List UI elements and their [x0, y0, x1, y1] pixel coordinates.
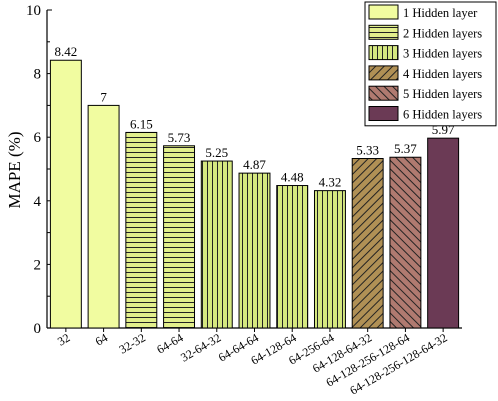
bar-value-label: 4.32	[319, 175, 342, 190]
legend-swatch	[368, 85, 399, 101]
bar-value-label: 5.25	[205, 145, 228, 160]
plot-area: 02468108.42327646.1532-325.7364-645.2532…	[26, 3, 462, 398]
y-tick-label: 10	[26, 3, 41, 19]
bar-value-label: 8.42	[54, 44, 77, 59]
legend-label: 4 Hidden layers	[403, 67, 482, 81]
y-tick-label: 8	[34, 67, 42, 83]
bar	[87, 104, 120, 329]
bar	[313, 190, 346, 329]
bar	[276, 185, 309, 329]
legend-swatch	[368, 106, 399, 121]
legend-box	[364, 1, 497, 127]
bar	[125, 131, 158, 329]
legend-label: 2 Hidden layers	[403, 26, 482, 40]
legend-label: 6 Hidden layers	[403, 108, 482, 122]
x-tick-label: 32-32	[117, 330, 148, 356]
y-tick-label: 4	[34, 194, 42, 210]
x-tick-label: 64	[93, 330, 110, 348]
x-tick-label: 32-64-32	[178, 330, 223, 364]
y-tick-label: 0	[34, 321, 42, 337]
bar	[427, 137, 460, 329]
bar-value-label: 5.37	[394, 141, 417, 156]
bar	[351, 158, 384, 329]
x-tick-label: 32	[55, 330, 72, 348]
legend-swatch	[368, 45, 399, 61]
bar	[200, 160, 233, 329]
bar-value-label: 6.15	[130, 116, 153, 131]
legend-swatch	[368, 65, 399, 81]
legend-label: 1 Hidden layer	[403, 6, 478, 20]
legend-swatch	[368, 24, 399, 40]
legend: 1 Hidden layer 2 Hidden layers 3 Hidden la…	[364, 1, 497, 127]
bar-value-label: 7	[100, 89, 107, 104]
bar-value-label: 4.87	[243, 157, 266, 172]
legend-swatch	[368, 4, 399, 20]
y-tick-label: 6	[34, 130, 42, 146]
bar	[389, 156, 422, 329]
bar	[238, 172, 271, 329]
legend-label: 5 Hidden layers	[403, 87, 482, 101]
bar-value-label: 5.73	[168, 130, 191, 145]
bar	[163, 145, 196, 329]
y-axis-label: MAPE (%)	[5, 132, 24, 209]
bar	[49, 59, 82, 329]
y-tick-label: 2	[34, 257, 42, 273]
bar-value-label: 5.33	[356, 143, 379, 158]
legend-label: 3 Hidden layers	[403, 47, 482, 61]
bar-value-label: 4.48	[281, 170, 304, 185]
